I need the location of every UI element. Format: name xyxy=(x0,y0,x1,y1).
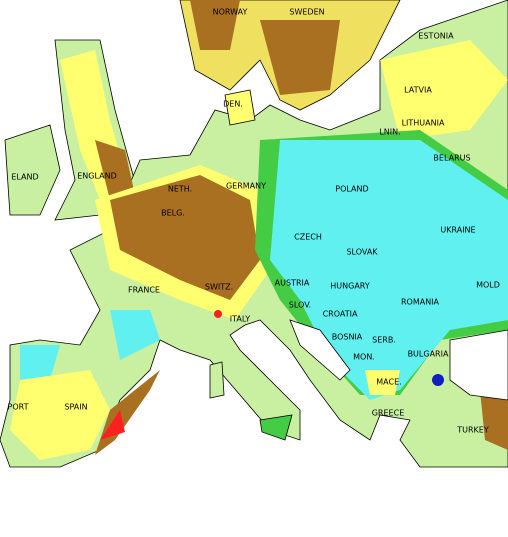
patch-yellow xyxy=(10,370,110,460)
sardinia xyxy=(209,361,225,399)
patch-yellow xyxy=(365,370,400,395)
country-label: LATVIA xyxy=(404,86,432,95)
denmark xyxy=(224,89,256,126)
country-label: BELG. xyxy=(161,209,185,218)
country-label: NORWAY xyxy=(213,8,248,17)
patch-brown xyxy=(110,175,260,300)
country-label: GREECE xyxy=(372,409,405,418)
sicily xyxy=(259,414,293,441)
patch-red xyxy=(100,410,125,440)
patch-brown xyxy=(260,20,340,95)
country-label: SLOVAK xyxy=(346,248,378,257)
seas xyxy=(289,319,508,401)
country-label: LITHUANIA xyxy=(402,119,445,128)
country-label: SERB. xyxy=(372,336,396,345)
country-label: MACE. xyxy=(376,378,401,387)
country-label: SWITZ. xyxy=(205,283,233,292)
patch-brown xyxy=(190,0,240,50)
country-label: SWEDEN xyxy=(289,8,324,17)
country-label: UKRAINE xyxy=(440,226,475,235)
country-label: HUNGARY xyxy=(330,282,370,291)
country-label: GERMANY xyxy=(226,182,266,191)
country-label: CROATIA xyxy=(323,310,358,319)
country-label: FRANCE xyxy=(128,286,160,295)
country-label: LNIN. xyxy=(379,128,400,137)
country-label: ENGLAND xyxy=(77,172,117,181)
black-sea xyxy=(449,329,508,401)
patch-red xyxy=(214,310,222,318)
country-label: MON. xyxy=(353,353,375,362)
patch-brown xyxy=(480,385,508,450)
country-label: ITALY xyxy=(230,315,250,324)
country-label: PORT xyxy=(8,403,29,412)
country-label: NETH. xyxy=(168,185,192,194)
country-label: BOSNIA xyxy=(332,333,363,342)
adriatic xyxy=(289,319,351,381)
country-label: SLOV. xyxy=(289,301,311,310)
country-label: TURKEY xyxy=(456,426,489,435)
patch-cyan xyxy=(110,310,160,360)
patch-yellow xyxy=(380,40,508,140)
country-label: CZECH xyxy=(294,233,322,242)
patch-blue xyxy=(432,374,444,386)
patches xyxy=(10,0,508,460)
country-label: POLAND xyxy=(335,185,368,194)
country-label: DEN. xyxy=(223,100,243,109)
country-labels: NORWAY SWEDEN ESTONIA LATVIA DEN. LITHUA… xyxy=(8,8,500,435)
country-label: ESTONIA xyxy=(418,32,454,41)
country-label: MOLD xyxy=(476,281,500,290)
country-label: ELAND xyxy=(11,173,38,182)
country-label: AUSTRIA xyxy=(275,279,310,288)
country-label: BELARUS xyxy=(433,154,470,163)
patch-brown xyxy=(95,140,135,200)
patch-cyan xyxy=(20,345,60,380)
country-label: BULGARIA xyxy=(408,350,449,359)
country-label: ROMANIA xyxy=(401,298,440,307)
patch-cyan xyxy=(270,140,508,400)
country-label: SPAIN xyxy=(64,403,87,412)
ireland xyxy=(4,124,61,216)
